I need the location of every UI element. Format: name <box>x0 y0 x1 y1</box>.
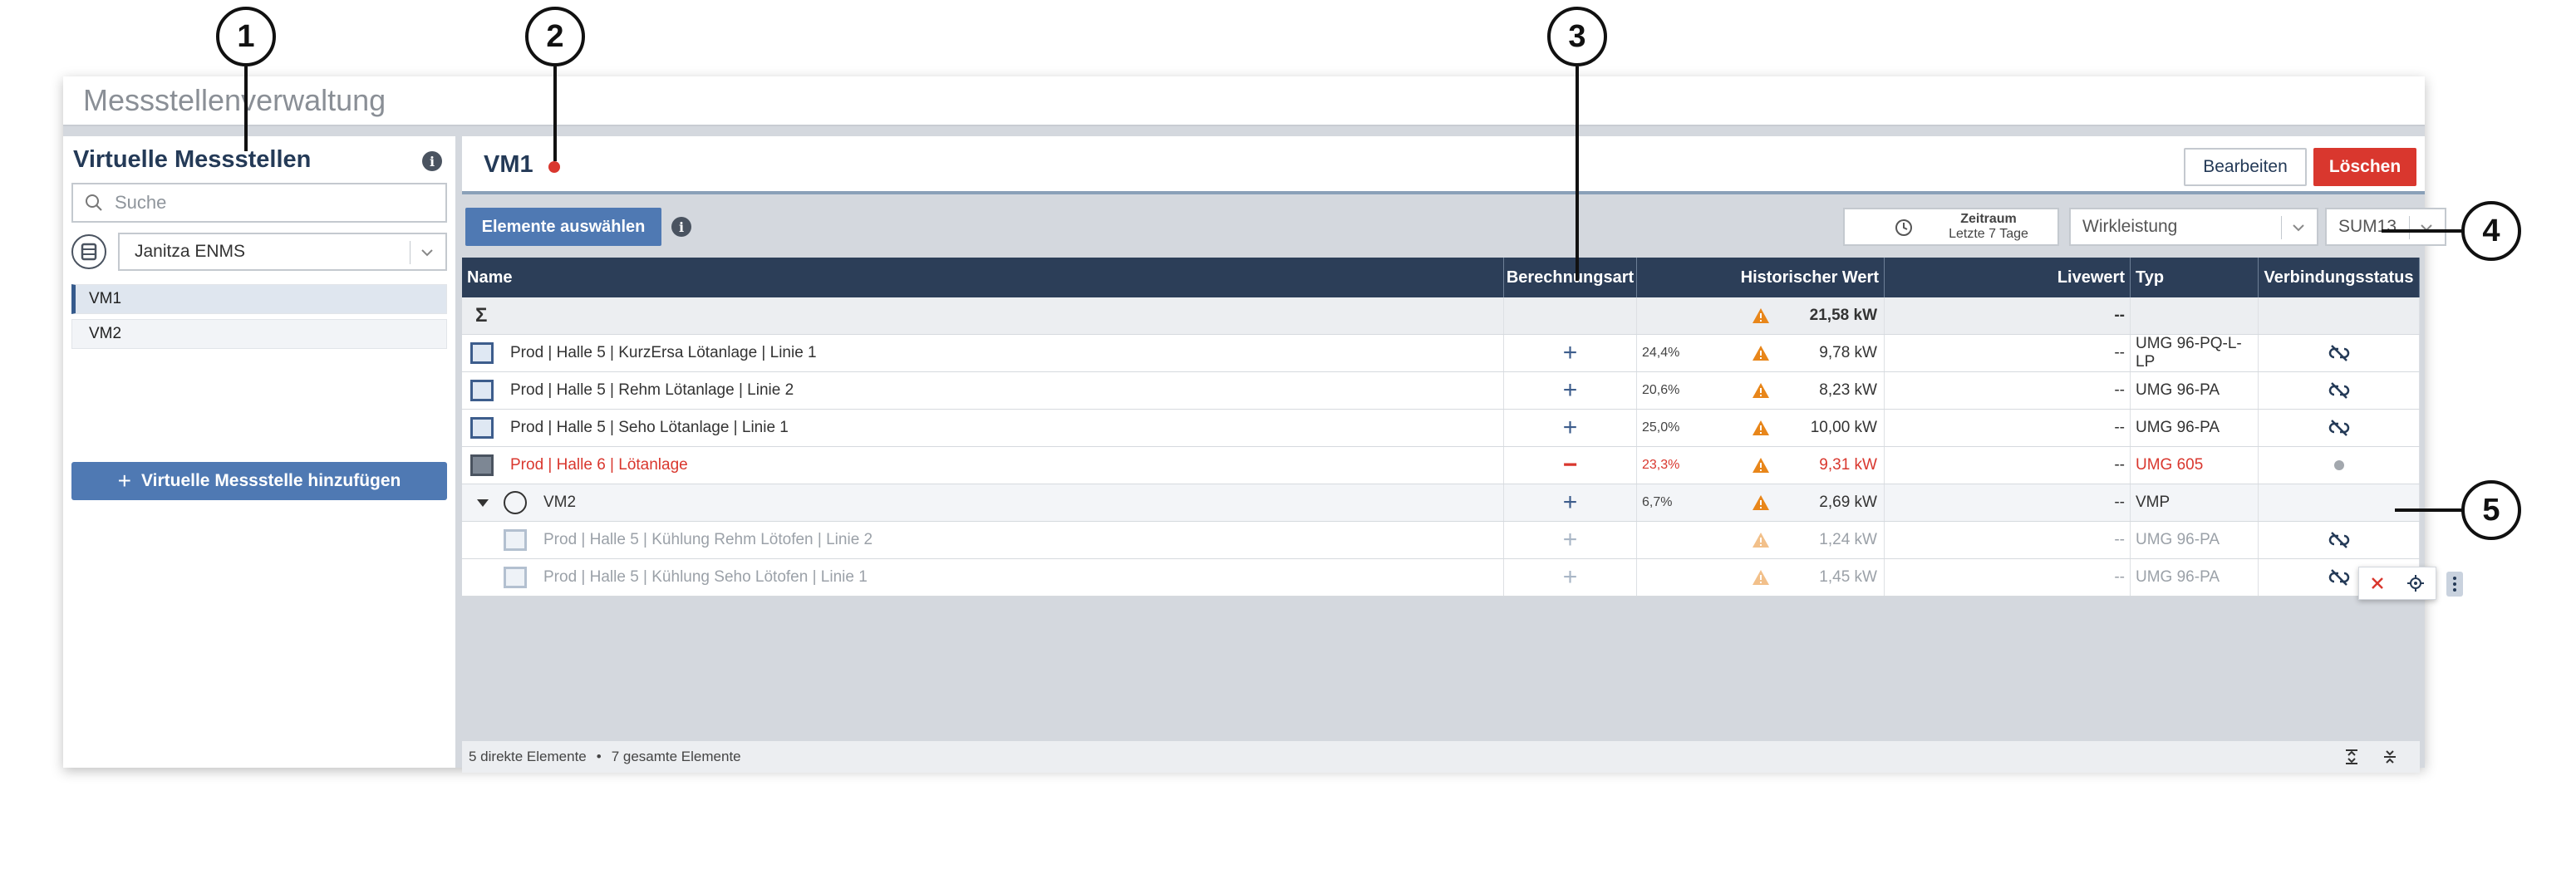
disconnected-link-icon <box>2328 569 2349 586</box>
add-calc-icon[interactable]: + <box>1562 489 1578 516</box>
expand-arrow-icon[interactable] <box>477 499 489 507</box>
add-calc-icon[interactable]: + <box>1562 526 1578 553</box>
chevron-down-icon <box>421 249 433 257</box>
table-row[interactable]: Prod | Halle 5 | Seho Lötanlage | Linie … <box>462 410 2420 447</box>
info-icon[interactable]: i <box>422 151 442 171</box>
table-row[interactable]: Prod | Halle 6 | Lötanlage − 23,3% 9,31 … <box>462 447 2420 484</box>
table-row[interactable]: Prod | Halle 5 | Kühlung Seho Lötofen | … <box>462 559 2420 597</box>
disconnected-link-icon <box>2328 345 2349 361</box>
time-range-button[interactable]: Zeitraum Letzte 7 Tage <box>1843 208 2059 246</box>
add-calc-icon[interactable]: + <box>1562 339 1578 366</box>
more-actions-icon[interactable] <box>2446 572 2463 597</box>
chevron-down-icon <box>2421 224 2432 232</box>
add-virtual-meter-button[interactable]: + Virtuelle Messstelle hinzufügen <box>71 462 447 500</box>
select-elements-button[interactable]: Elemente auswählen <box>465 208 661 246</box>
delete-button[interactable]: Löschen <box>2313 148 2416 186</box>
callout-5: 5 <box>2461 480 2521 540</box>
sidebar-title: Virtuelle Messstellen <box>73 146 312 173</box>
source-select-value: Janitza ENMS <box>135 242 246 261</box>
callout-2: 2 <box>525 7 585 66</box>
callout-4-line <box>2382 229 2463 233</box>
add-calc-icon[interactable]: + <box>1562 414 1578 441</box>
warning-icon <box>1753 458 1769 473</box>
measurement-select[interactable]: Wirkleistung <box>2069 208 2318 246</box>
table-row-vm2[interactable]: VM2 + 6,7% 2,69 kW -- VMP <box>462 484 2420 522</box>
header-type[interactable]: Typ <box>2131 258 2259 297</box>
sidebar: Virtuelle Messstellen i Janitza ENMS <box>63 136 455 768</box>
callout-5-line <box>2395 508 2463 512</box>
warning-icon <box>1753 570 1769 585</box>
direct-elements-count: 5 direkte Elemente <box>469 749 587 764</box>
edit-button[interactable]: Bearbeiten <box>2184 148 2307 186</box>
app-title: Messstellenverwaltung <box>83 83 386 117</box>
virtual-meter-icon <box>504 491 527 514</box>
source-select[interactable]: Janitza ENMS <box>118 233 447 271</box>
database-icon[interactable] <box>71 234 106 269</box>
sum-select[interactable]: SUM13 <box>2325 208 2446 246</box>
total-elements-count: 7 gesamte Elemente <box>611 749 741 764</box>
search-icon <box>86 194 102 211</box>
warning-icon <box>1753 495 1769 510</box>
meter-device-icon <box>470 380 494 401</box>
time-range-label: Zeitraum <box>1960 212 2017 227</box>
status-dot-icon <box>2333 460 2344 470</box>
header-name[interactable]: Name <box>462 258 1504 297</box>
app-titlebar: Messstellenverwaltung <box>63 76 2425 126</box>
app-window: Messstellenverwaltung Virtuelle Messstel… <box>63 76 2463 773</box>
table-footer: 5 direkte Elemente • 7 gesamte Elemente <box>462 741 2420 773</box>
callout-1: 1 <box>216 7 276 66</box>
warning-icon <box>1753 420 1769 435</box>
meter-device-icon <box>470 454 494 476</box>
callout-3-line <box>1576 66 1579 281</box>
search-field[interactable] <box>71 183 447 223</box>
header-conn[interactable]: Verbindungsstatus <box>2259 258 2420 297</box>
sidebar-item-vm2[interactable]: VM2 <box>71 319 447 349</box>
meter-device-icon <box>470 417 494 439</box>
header-calc[interactable]: Berechnungsart <box>1504 258 1637 297</box>
search-input[interactable] <box>115 192 430 214</box>
elements-table: Name Berechnungsart Historischer Wert Li… <box>462 258 2420 597</box>
table-row[interactable]: Prod | Halle 5 | Kühlung Rehm Lötofen | … <box>462 522 2420 559</box>
warning-icon <box>1753 346 1769 361</box>
table-header: Name Berechnungsart Historischer Wert Li… <box>462 258 2420 297</box>
collapse-all-icon[interactable] <box>2382 749 2398 765</box>
add-calc-icon[interactable]: + <box>1562 563 1578 591</box>
add-calc-icon[interactable]: + <box>1562 376 1578 404</box>
warning-icon <box>1753 308 1769 323</box>
warning-icon <box>1753 533 1769 548</box>
header-hist[interactable]: Historischer Wert <box>1637 258 1885 297</box>
table-row-sum: Σ 21,58 kW -- <box>462 297 2420 335</box>
clock-icon <box>1895 219 1912 236</box>
disconnected-link-icon <box>2328 532 2349 548</box>
meter-device-icon <box>504 567 527 588</box>
expand-all-icon[interactable] <box>2343 749 2360 765</box>
header-live[interactable]: Livewert <box>1885 258 2131 297</box>
subtract-calc-icon[interactable]: − <box>1562 451 1578 479</box>
status-indicator <box>548 161 560 173</box>
main-panel: VM1 Bearbeiten Löschen Elemente auswähle… <box>462 136 2446 773</box>
callout-4: 4 <box>2461 201 2521 261</box>
locate-icon[interactable] <box>2406 574 2425 592</box>
table-row[interactable]: Prod | Halle 5 | Rehm Lötanlage | Linie … <box>462 372 2420 410</box>
disconnected-link-icon <box>2328 382 2349 399</box>
page-title: VM1 <box>484 151 533 178</box>
main-header: VM1 Bearbeiten Löschen <box>462 136 2425 194</box>
remove-icon[interactable] <box>2370 576 2385 591</box>
plus-icon: + <box>117 468 131 494</box>
table-row[interactable]: Prod | Halle 5 | KurzErsa Lötanlage | Li… <box>462 335 2420 372</box>
warning-icon <box>1753 383 1769 398</box>
sigma-icon: Σ <box>475 304 488 327</box>
callout-3: 3 <box>1547 7 1607 66</box>
time-range-value: Letzte 7 Tage <box>1949 227 2028 241</box>
callout-2-line <box>553 66 557 161</box>
meter-device-icon <box>504 529 527 551</box>
callout-1-line <box>244 66 248 151</box>
disconnected-link-icon <box>2328 420 2349 436</box>
sidebar-item-vm1[interactable]: VM1 <box>71 284 447 314</box>
chevron-down-icon <box>2293 224 2304 232</box>
info-icon[interactable]: i <box>671 217 691 237</box>
meter-device-icon <box>470 342 494 364</box>
row-actions-popover <box>2358 567 2436 600</box>
